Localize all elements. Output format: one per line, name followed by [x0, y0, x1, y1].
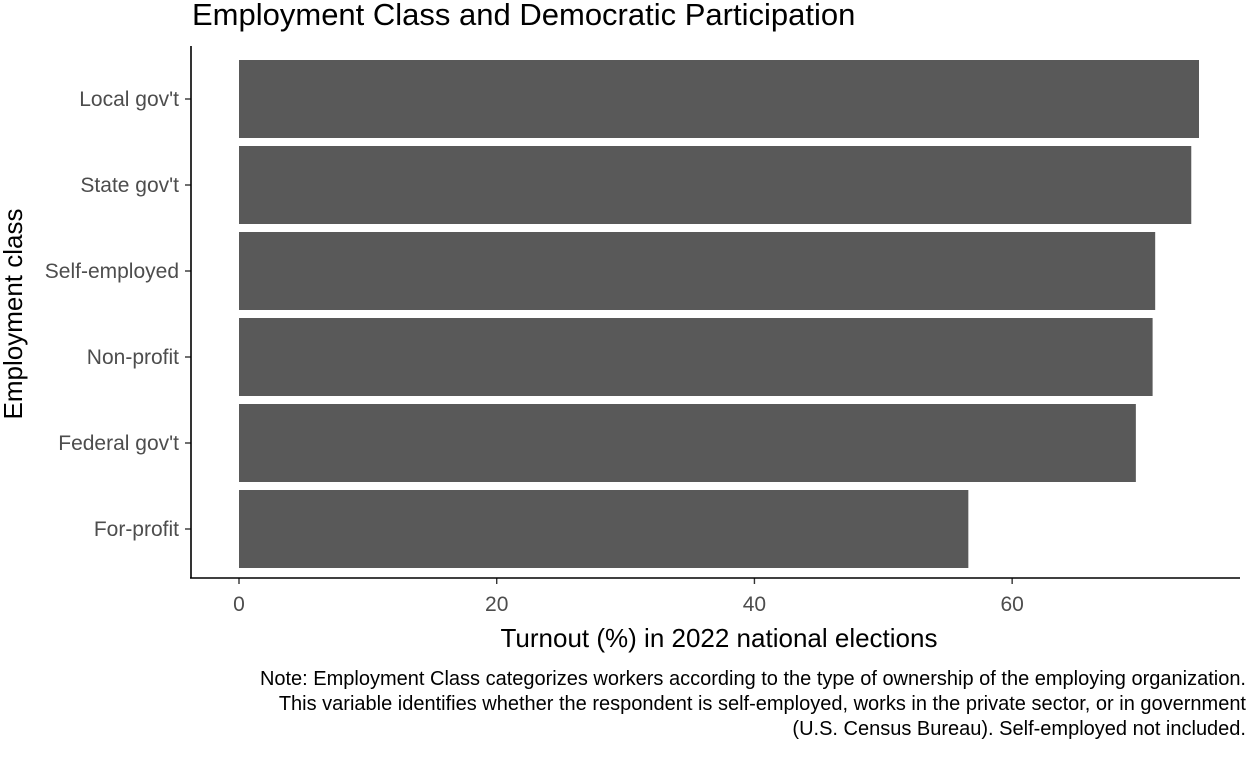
bar-3	[239, 318, 1153, 396]
x-axis-ticks: 0 20 40 60	[233, 578, 1024, 616]
x-tick-label-2: 40	[743, 593, 766, 616]
bar-group	[239, 60, 1199, 568]
x-axis-title: Turnout (%) in 2022 national elections	[501, 623, 938, 653]
y-axis-ticks: Local gov't State gov't Self-employed Non-p…	[45, 88, 191, 541]
x-tick-label-3: 60	[1000, 593, 1023, 616]
bar-2	[239, 232, 1156, 310]
bar-0	[239, 60, 1199, 138]
y-axis-title: Employment class	[0, 209, 28, 420]
caption-line-3: (U.S. Census Bureau). Self-employed not …	[792, 718, 1246, 740]
y-tick-label-0: Local gov't	[79, 88, 179, 111]
x-tick-label-0: 0	[233, 593, 245, 616]
y-tick-label-3: Non-profit	[87, 346, 179, 369]
chart-title: Employment Class and Democratic Particip…	[192, 0, 855, 32]
bar-1	[239, 146, 1192, 224]
y-tick-label-2: Self-employed	[45, 260, 179, 283]
x-tick-label-1: 20	[485, 593, 508, 616]
bar-5	[239, 490, 969, 568]
y-tick-label-4: Federal gov't	[58, 432, 179, 455]
bar-4	[239, 404, 1136, 482]
y-tick-label-5: For-profit	[94, 518, 179, 541]
caption-line-1: Note: Employment Class categorizes worke…	[260, 668, 1246, 690]
caption-line-2: This variable identifies whether the res…	[279, 693, 1247, 715]
y-tick-label-1: State gov't	[80, 174, 179, 197]
